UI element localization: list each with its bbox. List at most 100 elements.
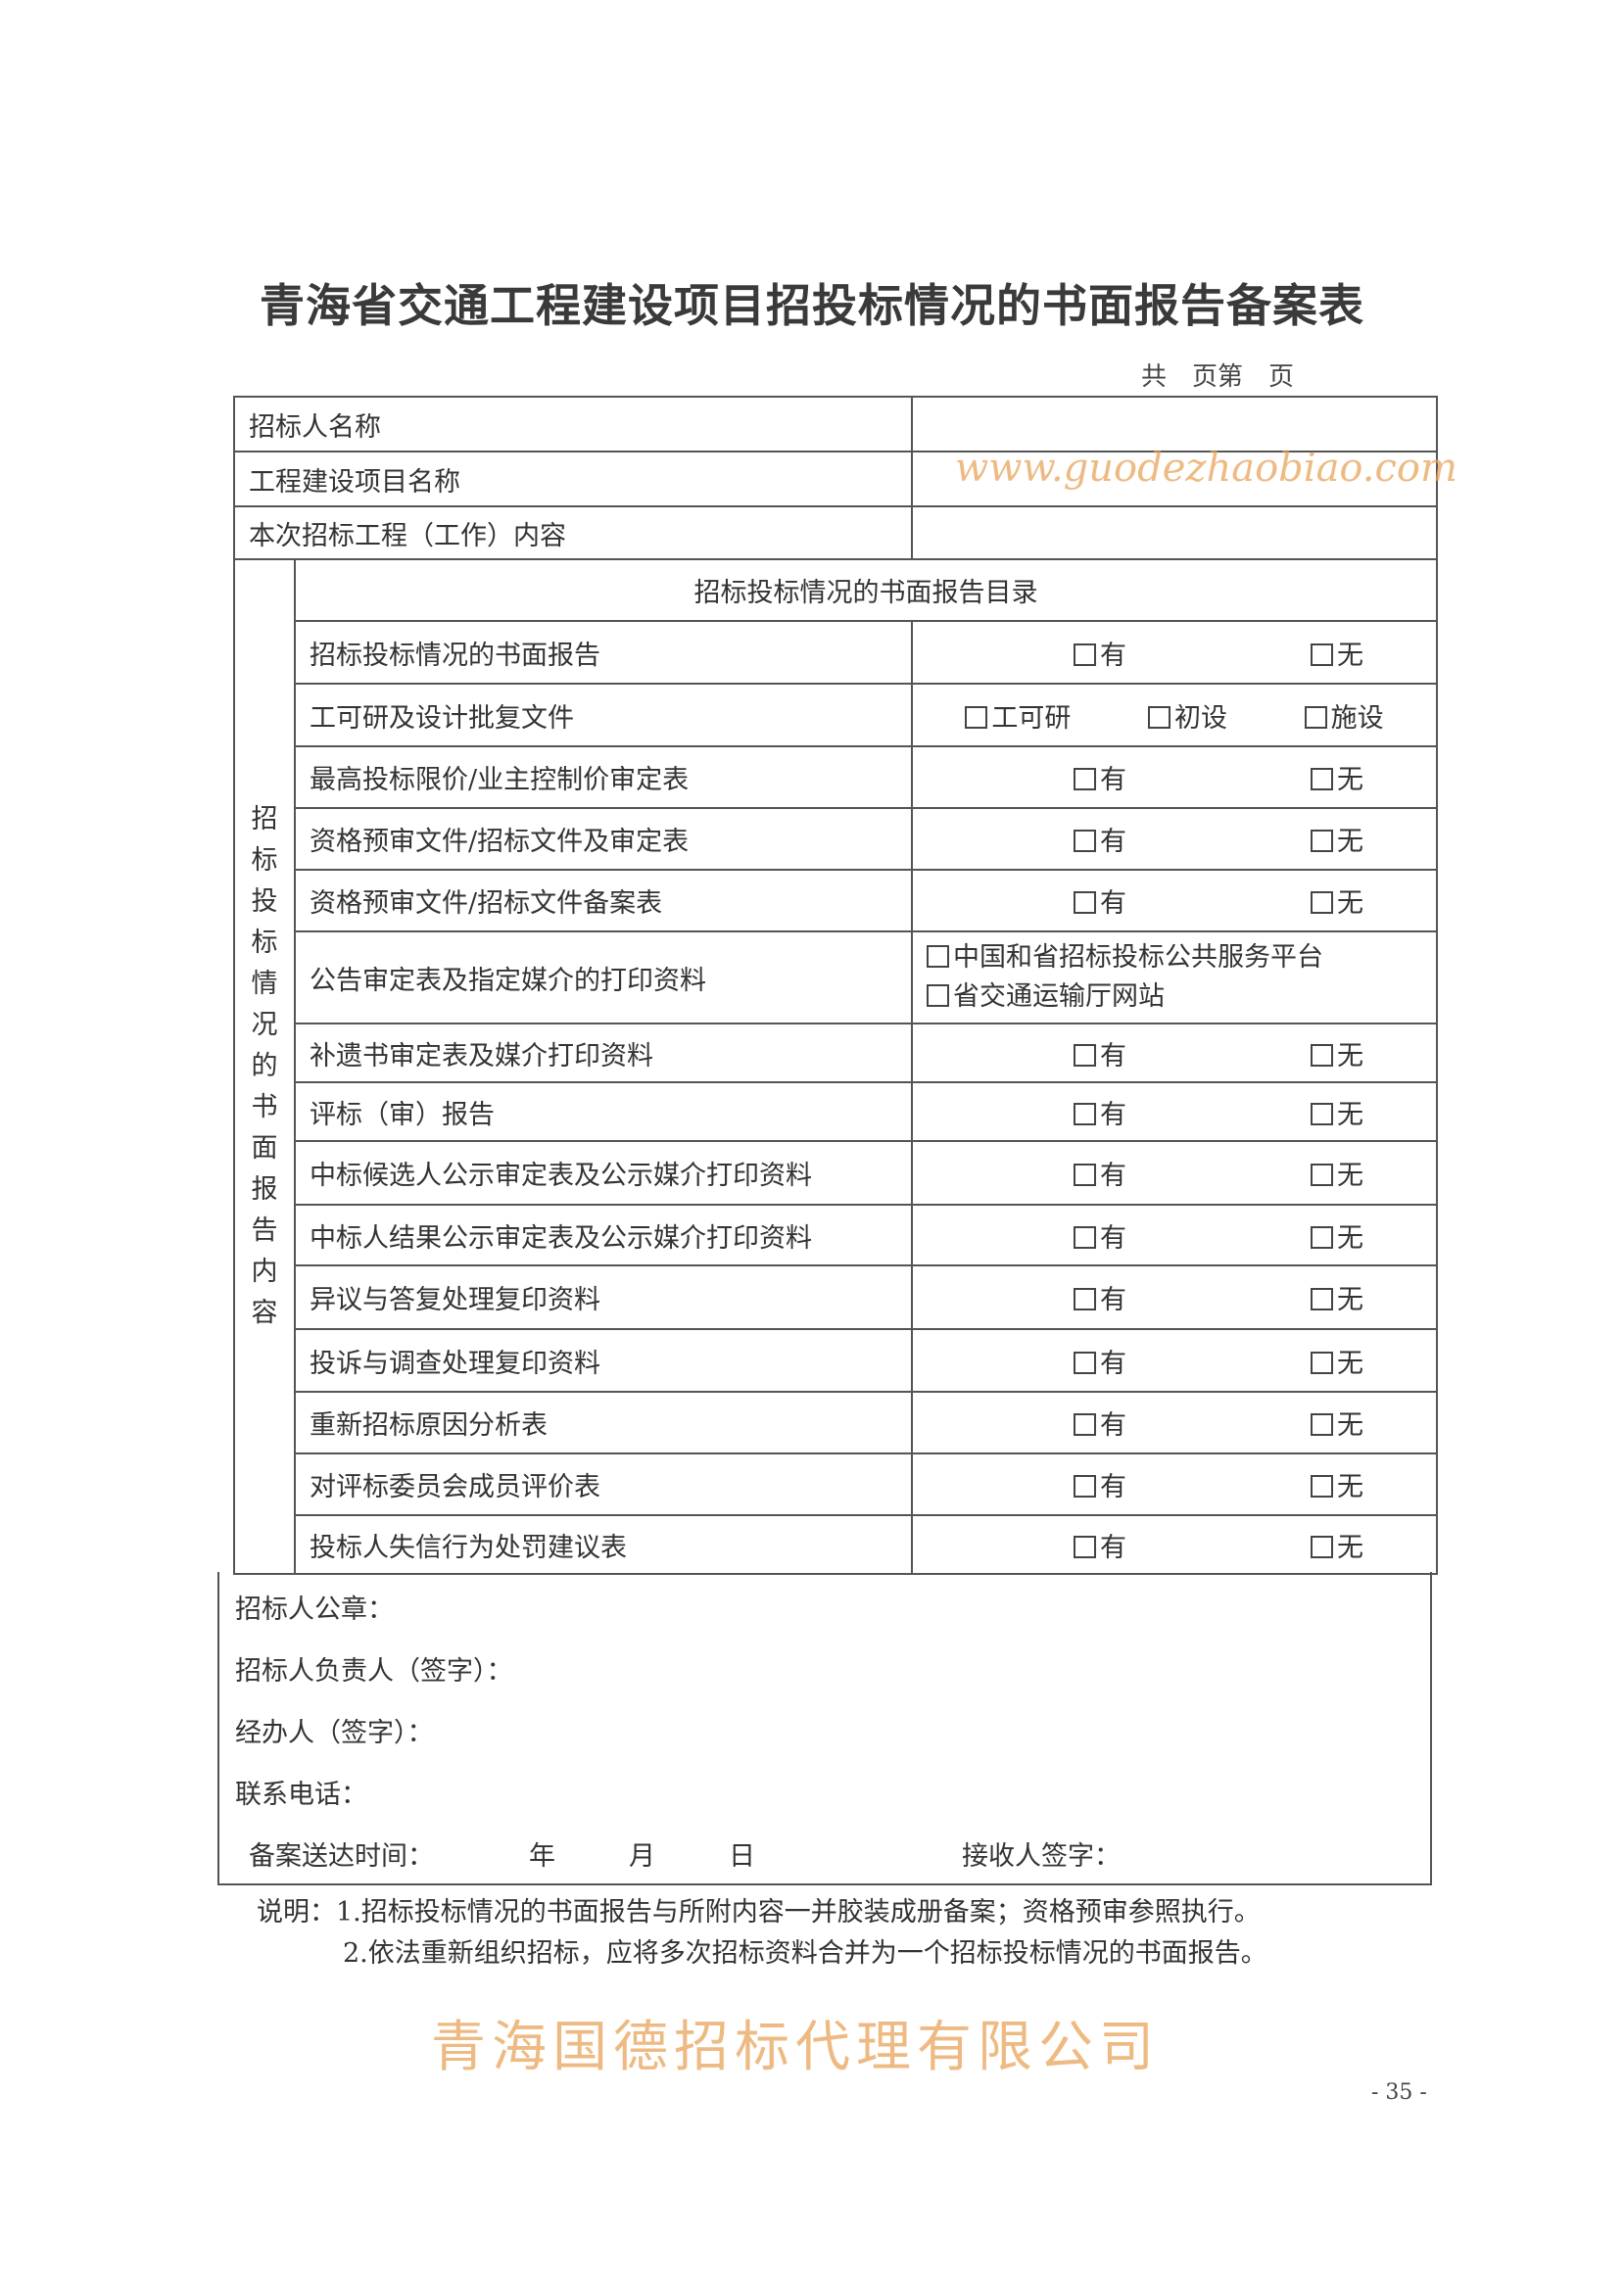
checkbox-icon[interactable]	[1074, 768, 1096, 790]
checkbox-icon[interactable]	[1304, 705, 1327, 729]
side-label-char: 面	[251, 1133, 278, 1164]
checkbox-icon[interactable]	[1311, 1413, 1333, 1436]
checkbox-option[interactable]: 无	[1311, 1278, 1363, 1316]
checklist-item-label: 评标（审）报告	[294, 1081, 913, 1142]
checkbox-icon[interactable]	[1311, 1351, 1333, 1374]
project-name-field[interactable]	[911, 451, 1438, 507]
checkbox-icon[interactable]	[1074, 1043, 1096, 1067]
checkbox-option[interactable]: 有	[1074, 1034, 1126, 1072]
side-label-char: 报	[251, 1174, 278, 1205]
checkbox-label: 无	[1337, 1285, 1363, 1315]
checklist-item-label: 对评标委员会成员评价表	[294, 1452, 913, 1516]
responsible-signature-label: 招标人负责人（签字）：	[235, 1656, 513, 1687]
checkbox-icon[interactable]	[1311, 643, 1333, 666]
checkbox-icon[interactable]	[1147, 705, 1170, 729]
checkbox-icon[interactable]	[1311, 1535, 1333, 1558]
checkbox-option[interactable]: 有	[1074, 1154, 1126, 1192]
checkbox-option[interactable]: 初设	[1147, 696, 1227, 735]
filing-form-table: 招标人名称 工程建设项目名称 本次招标工程（工作）内容 招标投标情况的书面报告内…	[233, 396, 1438, 1575]
checkbox-option[interactable]: 工可研	[965, 696, 1071, 735]
checklist-row: 投标人失信行为处罚建议表有无	[234, 1514, 1438, 1575]
checklist-row: 补遗书审定表及媒介打印资料有无	[234, 1023, 1438, 1083]
checkbox-option[interactable]: 有	[1074, 758, 1126, 796]
checklist-item-label: 异议与答复处理复印资料	[294, 1264, 913, 1330]
checkbox-option[interactable]: 省交通运输厅网站	[927, 977, 1422, 1017]
checkbox-icon[interactable]	[1311, 1164, 1333, 1186]
checkbox-option[interactable]: 无	[1311, 1093, 1363, 1131]
checklist-options: 有无	[911, 1140, 1438, 1206]
checkbox-icon[interactable]	[1074, 1535, 1096, 1558]
checkbox-label: 有	[1100, 1348, 1126, 1379]
tender-content-field[interactable]	[911, 505, 1438, 560]
checkbox-option[interactable]: 无	[1311, 1404, 1363, 1442]
checkbox-option[interactable]: 无	[1311, 1154, 1363, 1192]
checkbox-icon[interactable]	[927, 984, 949, 1007]
checkbox-option[interactable]: 中国和省招标投标公共服务平台	[927, 938, 1422, 977]
checkbox-icon[interactable]	[965, 705, 988, 729]
checkbox-icon[interactable]	[1311, 1225, 1333, 1249]
checkbox-option[interactable]: 有	[1074, 1342, 1126, 1380]
checkbox-option[interactable]: 有	[1074, 881, 1126, 920]
checkbox-label: 有	[1100, 1099, 1126, 1130]
checkbox-option[interactable]: 有	[1074, 634, 1126, 672]
checkbox-label: 无	[1337, 888, 1363, 919]
checkbox-option[interactable]: 无	[1311, 1526, 1363, 1564]
checkbox-label: 无	[1337, 765, 1363, 795]
checkbox-icon[interactable]	[1311, 1288, 1333, 1310]
checklist-options: 有无	[911, 1204, 1438, 1266]
checkbox-label: 初设	[1173, 702, 1227, 734]
checkbox-option[interactable]: 无	[1311, 758, 1363, 796]
checkbox-icon[interactable]	[1074, 891, 1096, 914]
checkbox-option[interactable]: 无	[1311, 820, 1363, 858]
checkbox-option[interactable]: 有	[1074, 1526, 1126, 1564]
checkbox-icon[interactable]	[1074, 1413, 1096, 1436]
checkbox-option[interactable]: 无	[1311, 1216, 1363, 1255]
note-2: 2.依法重新组织招标，应将多次招标资料合并为一个招标投标情况的书面报告。	[343, 1938, 1267, 1969]
month-label: 月	[629, 1841, 655, 1872]
field-label: 本次招标工程（工作）内容	[233, 505, 913, 560]
checkbox-icon[interactable]	[1311, 891, 1333, 914]
checklist-options: 有无	[911, 1264, 1438, 1330]
checkbox-icon[interactable]	[1074, 1475, 1096, 1498]
checkbox-label: 无	[1337, 1410, 1363, 1441]
day-label: 日	[729, 1841, 755, 1872]
checkbox-icon[interactable]	[1074, 1102, 1096, 1125]
checkbox-icon[interactable]	[1311, 1475, 1333, 1498]
checklist-item-label: 资格预审文件/招标文件及审定表	[294, 807, 913, 871]
checkbox-icon[interactable]	[1074, 830, 1096, 852]
checkbox-label: 有	[1100, 1410, 1126, 1441]
checkbox-icon[interactable]	[1311, 768, 1333, 790]
tenderer-name-field[interactable]	[911, 396, 1438, 452]
checkbox-icon[interactable]	[1311, 830, 1333, 852]
checkbox-icon[interactable]	[1074, 1164, 1096, 1186]
checkbox-option[interactable]: 有	[1074, 1465, 1126, 1503]
checkbox-icon[interactable]	[1074, 1225, 1096, 1249]
checkbox-icon[interactable]	[927, 945, 949, 968]
checklist-options: 有无	[911, 1514, 1438, 1575]
checkbox-icon[interactable]	[1074, 1288, 1096, 1310]
checkbox-option[interactable]: 无	[1311, 634, 1363, 672]
checkbox-icon[interactable]	[1311, 1043, 1333, 1067]
checklist-row: 投诉与调查处理复印资料有无	[234, 1328, 1438, 1393]
checkbox-option[interactable]: 无	[1311, 1034, 1363, 1072]
phone-label: 联系电话：	[235, 1780, 367, 1810]
checkbox-option[interactable]: 无	[1311, 1465, 1363, 1503]
side-label-char: 容	[251, 1298, 278, 1328]
checkbox-option[interactable]: 无	[1311, 1342, 1363, 1380]
checkbox-label: 无	[1337, 827, 1363, 857]
checkbox-option[interactable]: 有	[1074, 1216, 1126, 1255]
row-tenderer-name: 招标人名称	[233, 396, 1438, 452]
row-tender-content: 本次招标工程（工作）内容	[233, 505, 1438, 560]
checkbox-option[interactable]: 有	[1074, 1404, 1126, 1442]
checkbox-icon[interactable]	[1311, 1102, 1333, 1125]
checkbox-option[interactable]: 有	[1074, 1278, 1126, 1316]
checkbox-option[interactable]: 有	[1074, 1093, 1126, 1131]
date-label: 备案送达时间：	[249, 1841, 434, 1872]
checkbox-icon[interactable]	[1074, 1351, 1096, 1374]
document-title: 青海省交通工程建设项目招投标情况的书面报告备案表	[260, 279, 1364, 332]
checkbox-icon[interactable]	[1074, 643, 1096, 666]
checkbox-option[interactable]: 施设	[1304, 696, 1384, 735]
checkbox-option[interactable]: 有	[1074, 820, 1126, 858]
checkbox-label: 无	[1337, 1099, 1363, 1130]
checkbox-option[interactable]: 无	[1311, 881, 1363, 920]
